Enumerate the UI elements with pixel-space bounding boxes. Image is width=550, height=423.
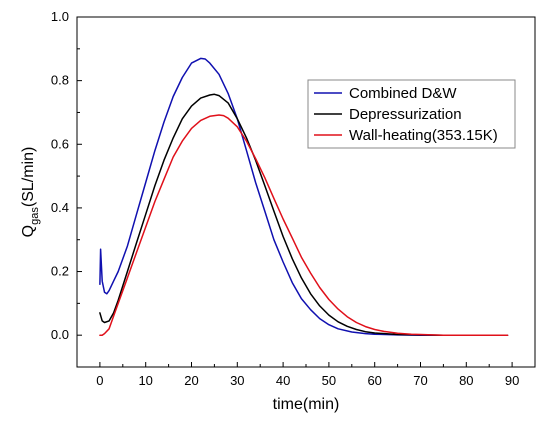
x-tick-label: 30 (230, 373, 244, 388)
x-axis-ticks: 0 10 20 30 40 50 60 70 80 90 (76, 362, 536, 388)
legend: Combined D&W Depressurization Wall-heating… (307, 79, 516, 149)
y-axis-label-subscript: gas (29, 207, 41, 225)
y-tick-label: 0.0 (51, 327, 69, 342)
x-tick-label: 50 (322, 373, 336, 388)
y-tick-label: 0.4 (51, 200, 69, 215)
y-tick-label: 0.8 (51, 73, 69, 88)
legend-label: Depressurization (349, 106, 462, 123)
y-tick-label: 0.2 (51, 264, 69, 279)
x-tick-label: 20 (184, 373, 198, 388)
legend-label: Combined D&W (349, 85, 457, 102)
y-axis-label-suffix: (SL/min) (20, 147, 37, 207)
y-axis-ticks: 0.0 0.2 0.4 0.6 0.8 1.0 (51, 9, 82, 368)
x-tick-label: 40 (276, 373, 290, 388)
plot-frame (76, 16, 536, 368)
y-tick-label: 0.6 (51, 136, 69, 151)
y-axis-label: Qgas(SL/min) (20, 147, 41, 238)
series-line-2 (99, 114, 509, 336)
x-tick-label: 10 (138, 373, 152, 388)
series-line-0 (99, 57, 509, 336)
x-axis-label: time(min) (273, 396, 340, 413)
y-tick-label: 1.0 (51, 9, 69, 24)
series-layer (99, 57, 509, 336)
legend-box (307, 79, 516, 149)
series-line-1 (99, 93, 509, 336)
x-tick-label: 90 (505, 373, 519, 388)
x-tick-label: 70 (413, 373, 427, 388)
legend-label: Wall-heating(353.15K) (349, 127, 498, 144)
svg-text:Qgas(SL/min): Qgas(SL/min) (20, 147, 41, 238)
y-axis-label-main: Q (20, 225, 37, 237)
x-tick-label: 60 (367, 373, 381, 388)
x-tick-label: 80 (459, 373, 473, 388)
x-tick-label: 0 (96, 373, 103, 388)
